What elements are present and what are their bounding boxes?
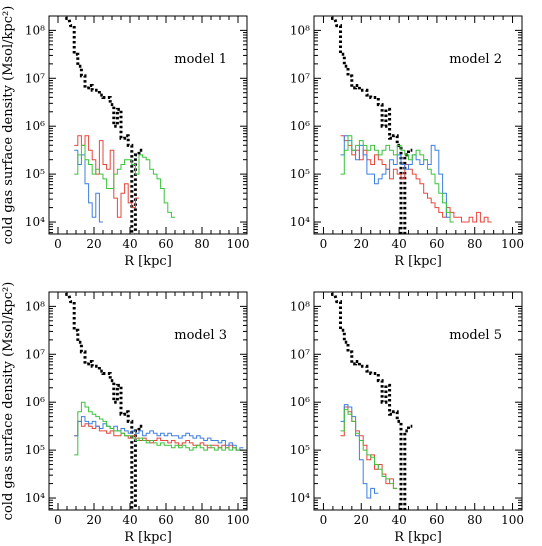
- x-tick-label: 60: [429, 237, 444, 251]
- y-tick-label: 10⁴: [290, 215, 310, 229]
- x-tick-label: 100: [227, 513, 250, 527]
- x-tick-label: 80: [467, 237, 482, 251]
- y-tick-label: 10⁷: [25, 71, 45, 85]
- x-tick-label: 60: [429, 513, 444, 527]
- chart-panel-3: 0 20 40 60 80 100 10⁴ 10⁵ 10⁶ 10⁷ 10⁸ model 3 R [kpc…: [1, 282, 249, 545]
- x-tick-label: 0: [320, 513, 328, 527]
- y-tick-label: 10⁶: [25, 119, 45, 133]
- panel-title: model 5: [449, 328, 502, 343]
- x-tick-label: 40: [122, 513, 137, 527]
- y-tick-label: 10⁵: [290, 443, 310, 457]
- plot-frame: [313, 291, 523, 511]
- y-tick-label: 10⁴: [25, 491, 45, 505]
- y-tick-label: 10⁴: [290, 491, 310, 505]
- x-tick-label: 60: [158, 237, 173, 251]
- x-tick-label: 20: [354, 513, 369, 527]
- series-line-1: [65, 292, 143, 510]
- series-line-1: [65, 16, 143, 234]
- x-tick-label: 40: [122, 237, 137, 251]
- chart-panel-1: 0 20 40 60 80 100 10⁴ 10⁵ 10⁶ 10⁷ 10⁸ model 1 R [kpc…: [1, 6, 249, 269]
- y-tick-label: 10⁷: [290, 71, 310, 85]
- series-line-2: [74, 420, 244, 451]
- series-line-3: [74, 416, 244, 451]
- chart-panel-4: 0 20 40 60 80 100 10⁴ 10⁵ 10⁶ 10⁷ 10⁸ model 5 R [kpc…: [290, 291, 524, 545]
- x-tick-label: 100: [501, 513, 524, 527]
- x-tick-label: 60: [158, 513, 173, 527]
- series-line-4: [340, 408, 398, 489]
- y-tick-label: 10⁷: [290, 347, 310, 361]
- x-tick-label: 100: [501, 237, 524, 251]
- series-line-2: [340, 135, 492, 223]
- y-tick-label: 10⁸: [290, 23, 310, 37]
- plot-frame: [48, 291, 248, 511]
- x-tick-label: 0: [54, 237, 62, 251]
- series-group: [65, 292, 244, 510]
- x-tick-label: 40: [391, 513, 406, 527]
- x-tick-label: 80: [467, 513, 482, 527]
- series-line-1: [331, 292, 413, 510]
- x-tick-label: 40: [391, 237, 406, 251]
- y-tick-label: 10⁵: [25, 167, 45, 181]
- y-axis-label: cold gas surface density (Msol/kpc²): [1, 282, 16, 521]
- x-tick-label: 0: [320, 237, 328, 251]
- panel-title: model 1: [174, 52, 227, 67]
- series-group: [331, 16, 492, 234]
- chart-panel-2: 0 20 40 60 80 100 10⁴ 10⁵ 10⁶ 10⁷ 10⁸ model 2 R [kpc…: [290, 15, 524, 269]
- series-line-2: [74, 135, 139, 218]
- x-tick-label: 0: [54, 513, 62, 527]
- y-tick-label: 10⁶: [290, 119, 310, 133]
- y-tick-label: 10⁶: [25, 395, 45, 409]
- y-tick-label: 10⁵: [25, 443, 45, 457]
- x-tick-label: 80: [194, 513, 209, 527]
- series-line-1: [331, 16, 413, 234]
- series-line-3: [340, 404, 379, 499]
- y-tick-label: 10⁵: [290, 167, 310, 181]
- panel-title: model 3: [174, 328, 227, 343]
- x-tick-label: 80: [194, 237, 209, 251]
- y-tick-label: 10⁸: [25, 299, 45, 313]
- plot-frame: [313, 15, 523, 235]
- x-tick-label: 20: [86, 237, 101, 251]
- x-axis-label: R [kpc]: [124, 530, 172, 545]
- series-group: [331, 292, 413, 510]
- x-axis-label: R [kpc]: [124, 254, 172, 269]
- y-tick-label: 10⁸: [25, 23, 45, 37]
- series-line-3: [340, 135, 451, 218]
- y-tick-label: 10⁴: [25, 215, 45, 229]
- y-tick-label: 10⁶: [290, 395, 310, 409]
- y-tick-label: 10⁸: [290, 299, 310, 313]
- x-tick-label: 20: [354, 237, 369, 251]
- x-axis-label: R [kpc]: [394, 254, 442, 269]
- x-tick-label: 100: [227, 237, 250, 251]
- x-axis-label: R [kpc]: [394, 530, 442, 545]
- series-group: [65, 16, 175, 234]
- y-axis-label: cold gas surface density (Msol/kpc²): [1, 6, 16, 245]
- series-line-3: [74, 149, 103, 223]
- series-line-2: [340, 406, 398, 489]
- series-line-4: [340, 135, 454, 223]
- series-line-4: [74, 401, 244, 456]
- series-line-4: [74, 144, 175, 218]
- plot-frame: [48, 15, 248, 235]
- y-tick-label: 10⁷: [25, 347, 45, 361]
- panel-title: model 2: [449, 52, 502, 67]
- x-tick-label: 20: [86, 513, 101, 527]
